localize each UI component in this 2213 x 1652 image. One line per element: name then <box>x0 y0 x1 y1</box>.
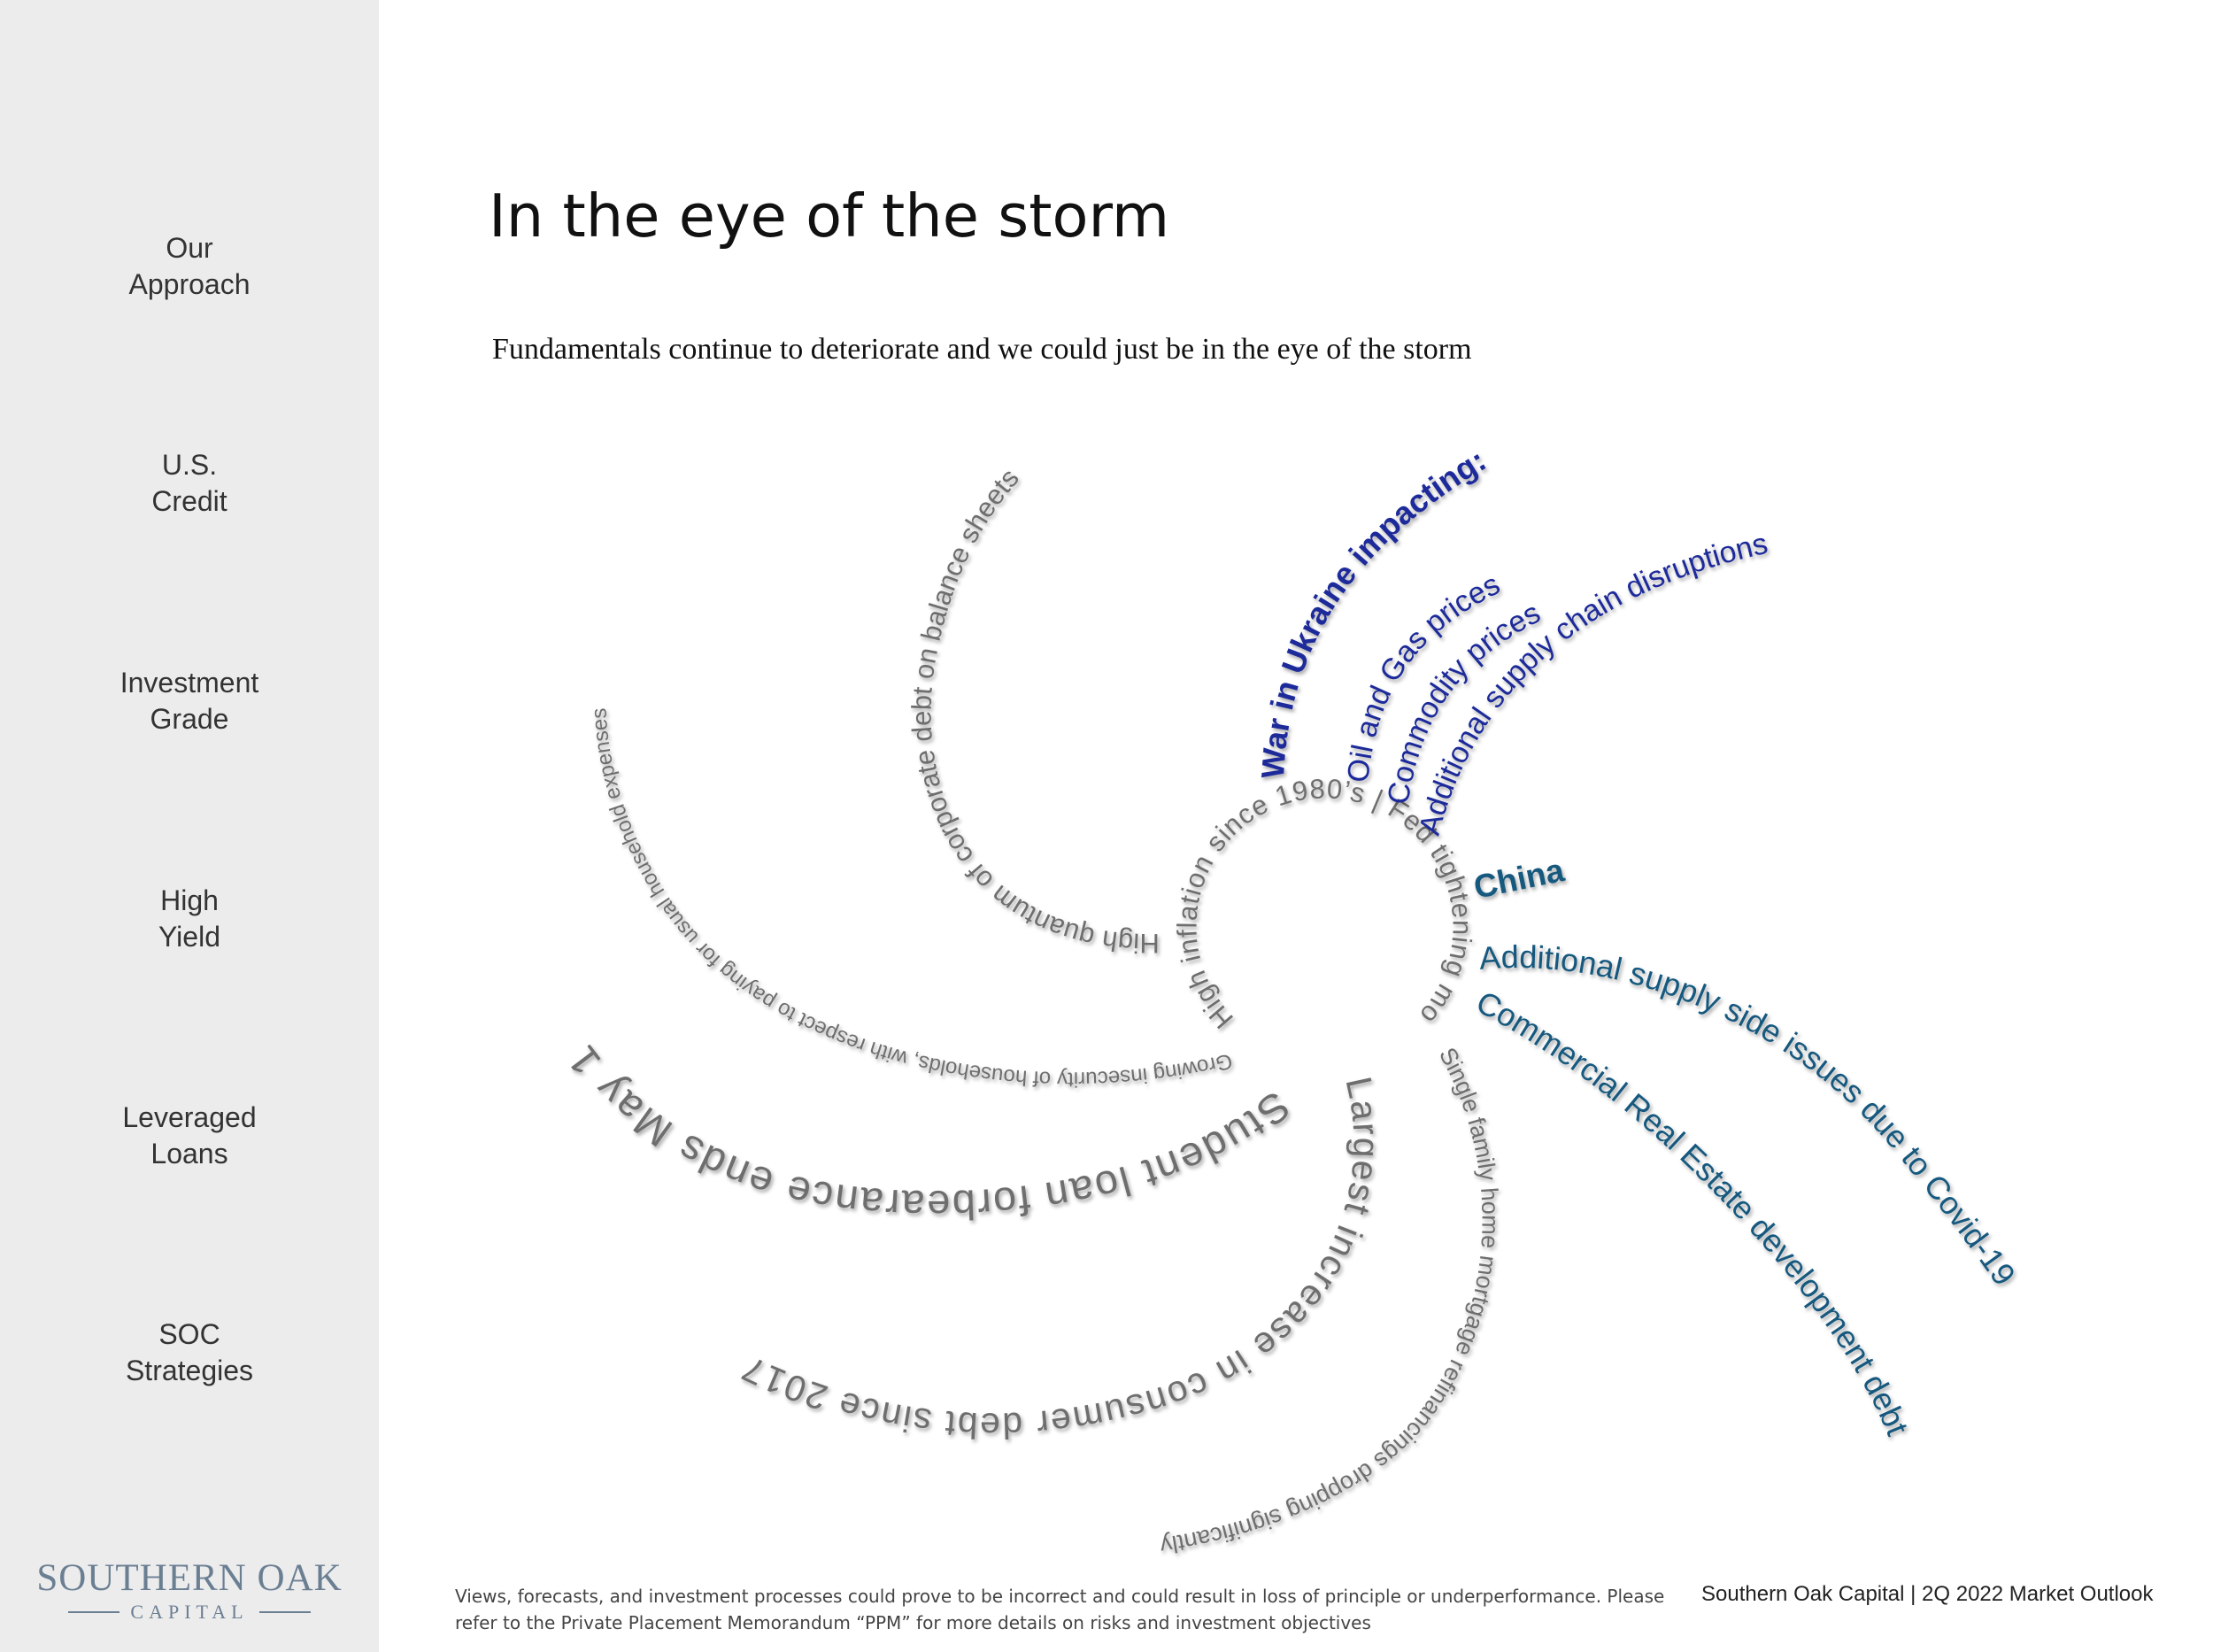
corporate-debt-arm: High quantum of corporate debt on balanc… <box>906 462 1159 959</box>
sidebar-item-label: Credit <box>151 485 227 517</box>
sidebar-item-label: Investment <box>120 667 259 699</box>
cre-text: Commercial Real Estate development debt <box>1470 984 1916 1440</box>
sidebar-item-label: Approach <box>128 268 251 300</box>
sidebar-item-label: Loans <box>150 1138 228 1170</box>
logo-rule-right <box>258 1611 311 1613</box>
page-subtitle: Fundamentals continue to deteriorate and… <box>492 333 1472 366</box>
sidebar-item-label: SOC <box>158 1318 220 1350</box>
sidebar-item-label: Leveraged <box>122 1101 257 1133</box>
sidebar-item-our-approach[interactable]: Our Approach <box>0 230 379 303</box>
disclaimer: Views, forecasts, and investment process… <box>455 1583 1694 1636</box>
sidebar-item-label: U.S. <box>161 449 218 481</box>
sidebar-item-investment-grade[interactable]: Investment Grade <box>0 665 379 737</box>
sidebar-item-soc-strategies[interactable]: SOC Strategies <box>0 1316 379 1389</box>
china-text: China <box>1470 852 1567 906</box>
cre-arm: Commercial Real Estate development debt <box>1470 984 1916 1440</box>
logo-name: SOUTHERN OAK <box>36 1557 343 1599</box>
logo-subline: CAPITAL <box>0 1601 379 1624</box>
page-title: In the eye of the storm <box>489 181 1170 251</box>
logo-rule-left <box>68 1611 120 1613</box>
disclaimer-line: Views, forecasts, and investment process… <box>455 1586 1665 1607</box>
sidebar-item-label: Strategies <box>125 1355 254 1386</box>
sidebar-item-label: High <box>160 884 219 916</box>
sidebar-item-label: Our <box>166 232 213 264</box>
china-arm: China <box>1470 852 1567 906</box>
company-logo: SOUTHERN OAK CAPITAL <box>0 1558 379 1624</box>
corporate-debt-text: High quantum of corporate debt on balanc… <box>906 462 1159 959</box>
sidebar-item-label: Grade <box>150 703 229 735</box>
sidebar: Our Approach U.S. Credit Investment Grad… <box>0 0 379 1652</box>
disclaimer-line: refer to the Private Placement Memorandu… <box>455 1612 1371 1633</box>
footer-source: Southern Oak Capital | 2Q 2022 Market Ou… <box>1701 1582 2154 1606</box>
sidebar-item-label: Yield <box>158 921 220 953</box>
sidebar-item-leveraged-loans[interactable]: Leveraged Loans <box>0 1100 379 1172</box>
center-ring-text: High inflation since 1980’s | Fed tighte… <box>0 0 1478 1035</box>
consumer-debt-text: Largest increase in consumer debt since … <box>735 1073 1385 1446</box>
sidebar-item-us-credit[interactable]: U.S. Credit <box>0 447 379 520</box>
center-ring-path: High inflation since 1980’s | Fed tighte… <box>0 0 1477 1035</box>
consumer-debt-arm: Largest increase in consumer debt since … <box>735 1073 1387 1446</box>
sidebar-item-high-yield[interactable]: High Yield <box>0 883 379 955</box>
logo-sub-text: CAPITAL <box>130 1601 249 1623</box>
